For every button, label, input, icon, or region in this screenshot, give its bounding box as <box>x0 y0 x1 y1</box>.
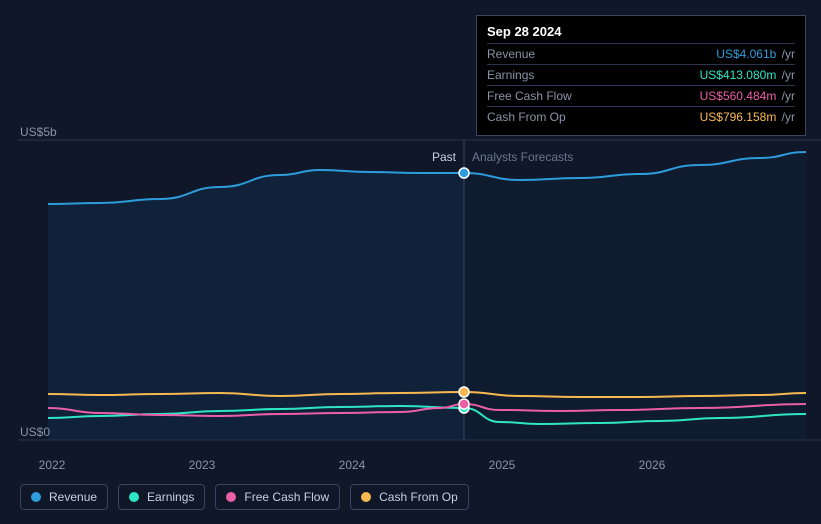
y-axis-label: US$5b <box>20 125 57 139</box>
tooltip-row-value: US$560.484m /yr <box>700 89 795 103</box>
legend-dot-icon <box>361 492 371 502</box>
x-axis-label: 2026 <box>639 458 666 472</box>
tooltip-row: Earnings US$413.080m /yr <box>487 64 795 85</box>
tooltip-row-label: Free Cash Flow <box>487 89 572 103</box>
legend-label: Revenue <box>49 490 97 504</box>
legend-dot-icon <box>129 492 139 502</box>
tooltip-row: Free Cash Flow US$560.484m /yr <box>487 85 795 106</box>
section-past-label: Past <box>432 150 456 164</box>
tooltip-row-label: Cash From Op <box>487 110 566 124</box>
financials-chart: US$5b US$0 2022 2023 2024 2025 2026 Past Anal… <box>0 0 821 524</box>
legend-label: Earnings <box>147 490 194 504</box>
legend-label: Free Cash Flow <box>244 490 329 504</box>
legend-item[interactable]: Revenue <box>20 484 108 510</box>
section-future-label: Analysts Forecasts <box>472 150 573 164</box>
legend-item[interactable]: Free Cash Flow <box>215 484 340 510</box>
x-axis-label: 2024 <box>339 458 366 472</box>
legend-dot-icon <box>226 492 236 502</box>
tooltip-row: Cash From Op US$796.158m /yr <box>487 106 795 127</box>
x-axis-label: 2022 <box>39 458 66 472</box>
x-axis-label: 2025 <box>489 458 516 472</box>
legend-dot-icon <box>31 492 41 502</box>
y-axis-label: US$0 <box>20 425 50 439</box>
chart-legend: Revenue Earnings Free Cash Flow Cash From O… <box>20 484 469 510</box>
tooltip-date: Sep 28 2024 <box>487 24 795 43</box>
tooltip-row-value: US$413.080m /yr <box>700 68 795 82</box>
x-axis-label: 2023 <box>189 458 216 472</box>
tooltip-row-label: Earnings <box>487 68 534 82</box>
legend-item[interactable]: Cash From Op <box>350 484 469 510</box>
tooltip-row-label: Revenue <box>487 47 535 61</box>
tooltip-row-value: US$4.061b /yr <box>716 47 795 61</box>
chart-tooltip: Sep 28 2024 Revenue US$4.061b /yr Earnings… <box>476 15 806 136</box>
tooltip-row: Revenue US$4.061b /yr <box>487 43 795 64</box>
legend-item[interactable]: Earnings <box>118 484 205 510</box>
tooltip-row-value: US$796.158m /yr <box>700 110 795 124</box>
legend-label: Cash From Op <box>379 490 458 504</box>
